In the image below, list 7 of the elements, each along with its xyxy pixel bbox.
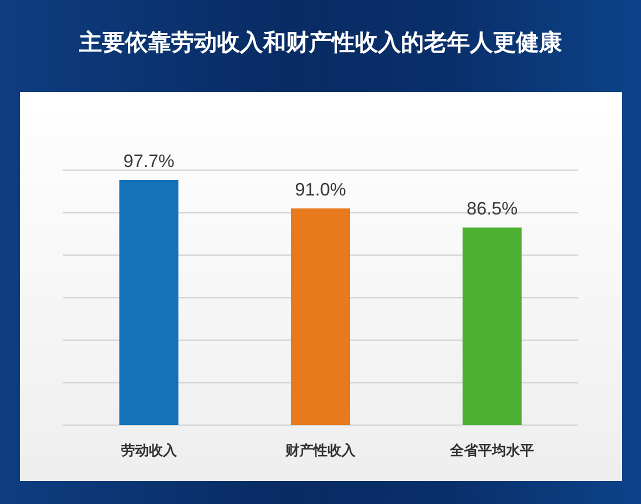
data-label: 91.0% <box>294 179 346 200</box>
x-tick-label: 全省平均水平 <box>449 443 534 460</box>
x-tick-label: 劳动收入 <box>120 443 178 460</box>
data-label: 97.7% <box>123 150 174 171</box>
chart-title: 主要依靠劳动收入和财产性收入的老年人更健康 <box>78 28 562 56</box>
x-tick-label: 财产性收入 <box>284 442 356 460</box>
data-label: 86.5% <box>466 198 518 218</box>
